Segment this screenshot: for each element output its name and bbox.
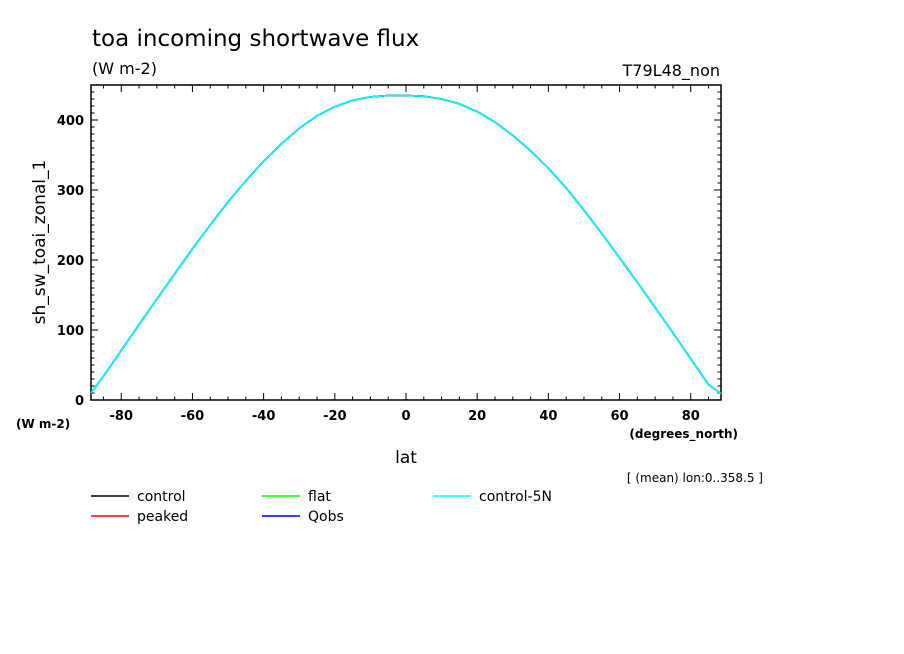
run-label: T79L48_non [622, 61, 720, 81]
y-axis: 0 100 200 300 400 [57, 91, 721, 409]
x-tick-label: 20 [468, 409, 486, 424]
y-tick-label: 0 [75, 394, 84, 409]
x-tick-label: 0 [401, 409, 410, 424]
legend-label: Qobs [308, 509, 344, 525]
legend-label: control [137, 489, 186, 505]
legend: control peaked flat Qobs control-5N [91, 489, 552, 525]
series-line-control [90, 94, 722, 395]
x-tick-label: -60 [181, 409, 205, 424]
x-axis-units: (degrees_north) [629, 427, 738, 442]
plot-frame [90, 84, 722, 401]
x-tick-label: 40 [539, 409, 557, 424]
x-tick-label: -80 [110, 409, 134, 424]
x-tick-label: -40 [252, 409, 276, 424]
y-axis-units: (W m-2) [16, 417, 70, 431]
series-line-control-5n [90, 94, 722, 395]
chart-units: (W m-2) [92, 59, 157, 78]
series-line-flat [90, 94, 722, 395]
x-axis-label: lat [395, 448, 417, 468]
x-tick-label: -20 [323, 409, 347, 424]
legend-label: peaked [137, 509, 188, 525]
legend-label: flat [308, 489, 331, 505]
series-line-peaked [90, 94, 722, 395]
series-lines [90, 94, 722, 395]
chart-title: toa incoming shortwave flux [92, 26, 419, 52]
averaging-note: [ (mean) lon:0..358.5 ] [627, 471, 763, 485]
legend-label: control-5N [479, 489, 552, 505]
y-tick-label: 400 [57, 114, 84, 129]
x-tick-label: 80 [682, 409, 700, 424]
y-tick-label: 200 [57, 254, 84, 269]
x-tick-label: 60 [611, 409, 629, 424]
plot-area [90, 84, 722, 401]
y-tick-label: 300 [57, 184, 84, 199]
y-tick-label: 100 [57, 324, 84, 339]
y-axis-label: sh_sw_toai_zonal_1 [30, 160, 50, 325]
x-axis: -80 -60 -40 -20 0 20 40 60 80 [102, 85, 710, 424]
series-line-qobs [90, 94, 722, 395]
